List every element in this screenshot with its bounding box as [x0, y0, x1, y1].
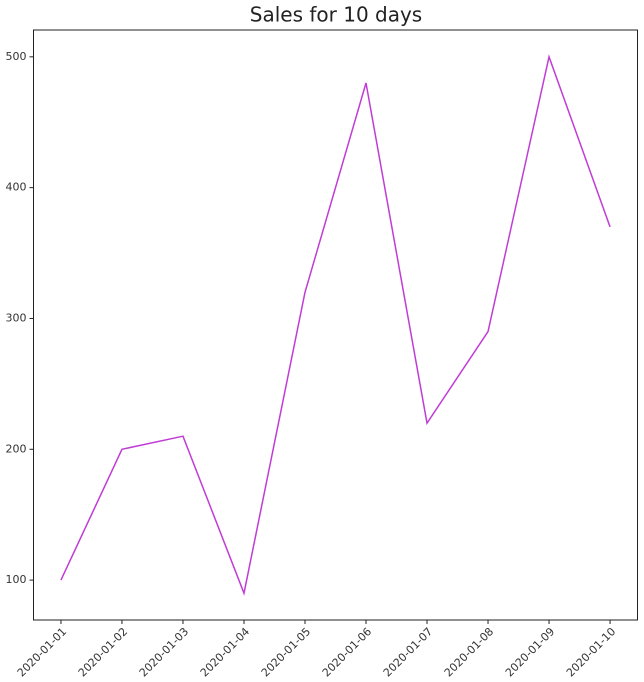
x-tick-label: 2020-01-03 [137, 625, 191, 679]
y-tick-label: 100 [6, 573, 27, 586]
y-tick-label: 500 [6, 50, 27, 63]
plot-frame [33, 29, 638, 621]
x-tick-label: 2020-01-10 [564, 625, 618, 679]
x-tick-label: 2020-01-06 [320, 625, 374, 679]
x-tick-label: 2020-01-09 [503, 625, 557, 679]
x-tick-label: 2020-01-05 [259, 625, 313, 679]
y-tick-label: 200 [6, 442, 27, 455]
x-tick-label: 2020-01-01 [15, 625, 69, 679]
x-tick-label: 2020-01-04 [198, 625, 252, 679]
line-series [60, 54, 611, 596]
chart-title: Sales for 10 days [250, 3, 422, 27]
y-tick-label: 300 [6, 311, 27, 324]
x-tick-label: 2020-01-08 [442, 625, 496, 679]
x-tick-label: 2020-01-02 [76, 625, 130, 679]
y-tick-label: 400 [6, 181, 27, 194]
x-tick-label: 2020-01-07 [381, 625, 435, 679]
